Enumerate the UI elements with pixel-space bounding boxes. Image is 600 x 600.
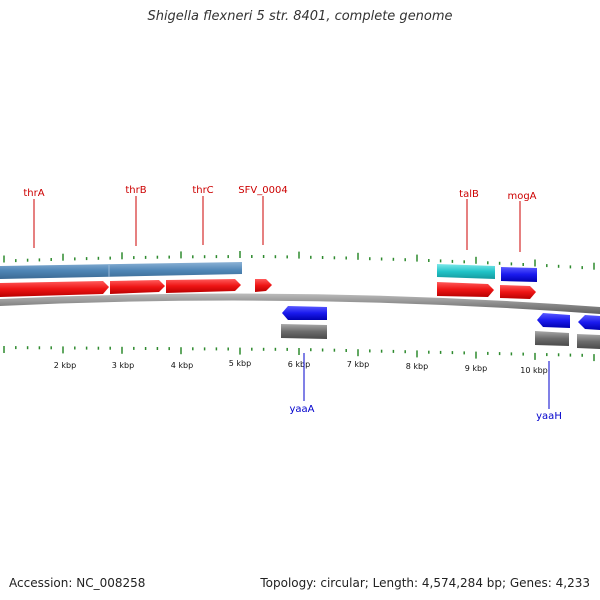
gene-label-mogA: mogA — [507, 191, 536, 202]
gene-label-thrB: thrB — [125, 185, 146, 196]
gene-arrow-yaaA — [282, 306, 327, 320]
scale-label-2kbp: 2 kbp — [54, 361, 76, 370]
reverse-genes — [282, 306, 600, 330]
gene-arrow-thrA — [0, 281, 109, 297]
lower-tick-row — [3, 346, 595, 362]
yaaH-feature-bar — [535, 331, 569, 346]
gene-label-talB: talB — [459, 189, 479, 200]
gene-label-SFV_0004: SFV_0004 — [238, 185, 287, 196]
scale-label-10kbp: 10 kbp — [520, 366, 548, 375]
scale-label-5kbp: 5 kbp — [229, 359, 251, 368]
reverse-feature-bar-2 — [577, 334, 600, 349]
gene-arrow-reverse-4 — [578, 315, 600, 330]
gene-label-yaaA: yaaA — [289, 404, 314, 415]
operon-bar — [0, 262, 242, 279]
accession-text: Accession: NC_008258 — [9, 576, 146, 590]
scale-label-9kbp: 9 kbp — [465, 364, 487, 373]
forward-genes — [0, 279, 536, 299]
scale-label-8kbp: 8 kbp — [406, 362, 428, 371]
gene-arrow-SFV_0004 — [255, 279, 272, 292]
map-title: Shigella flexneri 5 str. 8401, complete … — [147, 9, 453, 24]
gene-arrow-reverse-3 — [537, 313, 570, 328]
upper-tick-row — [3, 251, 595, 270]
scale-label-6kbp: 6 kbp — [288, 360, 310, 369]
scale-label-3kbp: 3 kbp — [112, 361, 134, 370]
gene-arrow-mogA — [500, 285, 536, 299]
gene-label-thrC: thrC — [192, 185, 213, 196]
forward-label-leaders — [33, 196, 521, 252]
gene-arrow-talB — [437, 282, 494, 297]
talB-feature-bar — [437, 264, 495, 279]
genome-summary-text: Topology: circular; Length: 4,574,284 bp… — [260, 576, 590, 590]
genome-backbone — [0, 293, 600, 314]
yaaA-feature-bar — [281, 324, 327, 339]
gene-label-thrA: thrA — [23, 188, 44, 199]
gene-label-yaaH: yaaH — [536, 411, 562, 422]
scale-label-7kbp: 7 kbp — [347, 360, 369, 369]
gene-arrow-thrB — [110, 280, 165, 294]
scale-label-4kbp: 4 kbp — [171, 361, 193, 370]
gene-arrow-thrC — [166, 279, 241, 293]
mogA-feature-bar — [501, 267, 537, 282]
